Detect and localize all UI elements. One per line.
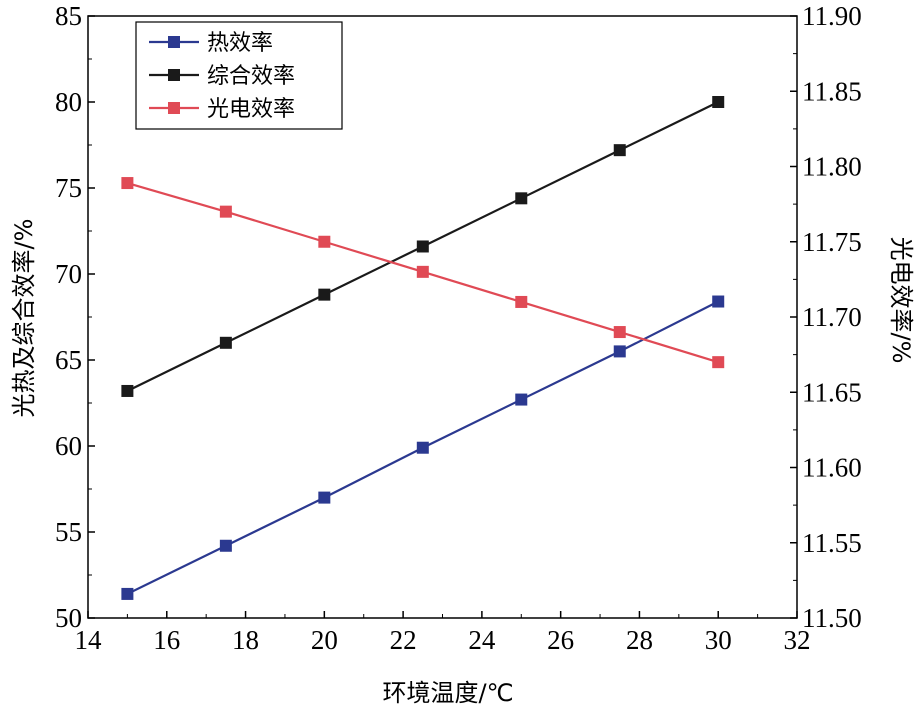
data-point (416, 265, 429, 278)
x-tick-label: 20 (311, 625, 338, 655)
y-left-tick-label: 55 (55, 517, 82, 547)
legend-label: 光电效率 (207, 97, 295, 122)
data-point (416, 441, 429, 454)
y-right-tick-label: 11.85 (802, 76, 862, 106)
axes: 14 16 18 20 22 24 26 28 30 32 50 55 60 65 70 75 80 85 11.5… (55, 1, 862, 655)
data-point (318, 491, 331, 504)
x-tick-label: 16 (153, 625, 180, 655)
series-layer (121, 96, 725, 600)
data-point (712, 96, 725, 108)
data-point (712, 295, 725, 308)
x-tick-label: 26 (547, 625, 574, 655)
data-point (515, 295, 528, 308)
y-right-tick-label: 11.75 (802, 227, 862, 257)
series-2 (121, 177, 725, 369)
x-tick-label: 24 (468, 625, 496, 655)
data-point (613, 144, 626, 157)
x-tick-label: 32 (784, 625, 811, 655)
y-right-tick-label: 11.80 (802, 152, 862, 182)
legend-marker (168, 69, 180, 81)
data-point (515, 192, 528, 205)
y-left-tick-label: 75 (55, 173, 82, 203)
data-point (219, 205, 232, 218)
y-right-tick-label: 11.55 (802, 528, 862, 558)
y-axis-right-title: 光电效率/% (887, 237, 915, 364)
data-point (515, 393, 528, 406)
y-right-tick-label: 11.60 (802, 453, 862, 483)
y-axis-left-title: 光热及综合效率/% (10, 219, 38, 418)
y-left-tick-label: 80 (55, 87, 82, 117)
series-0 (121, 295, 725, 600)
series-1 (121, 96, 725, 397)
legend-label: 综合效率 (207, 64, 295, 89)
y-left-tick-label: 70 (55, 259, 82, 289)
data-point (613, 326, 626, 339)
data-point (318, 235, 331, 248)
x-tick-label: 14 (75, 625, 103, 655)
data-point (121, 384, 134, 397)
y-left-tick-label: 85 (55, 1, 82, 31)
legend-marker (168, 36, 180, 48)
x-tick-label: 30 (705, 625, 732, 655)
y-left-tick-label: 60 (55, 431, 82, 461)
data-point (219, 539, 232, 552)
legend-item: 热效率 (149, 31, 273, 56)
x-axis-title: 环境温度/℃ (382, 679, 513, 707)
y-left-tick-label: 50 (55, 603, 82, 633)
data-point (613, 345, 626, 358)
legend-item: 综合效率 (149, 64, 295, 89)
legend-label: 热效率 (207, 31, 273, 56)
y-left-tick-label: 65 (55, 345, 82, 375)
x-tick-label: 28 (626, 625, 653, 655)
legend-item: 光电效率 (149, 97, 295, 122)
data-point (416, 240, 429, 253)
x-tick-label: 22 (390, 625, 417, 655)
y-right-tick-label: 11.70 (802, 302, 862, 332)
data-point (121, 177, 134, 190)
legend-marker (168, 102, 180, 114)
data-point (219, 336, 232, 349)
x-tick-label: 18 (232, 625, 259, 655)
data-point (318, 288, 331, 301)
data-point (121, 587, 134, 600)
y-right-tick-label: 11.90 (802, 1, 862, 31)
data-point (712, 356, 725, 369)
y-right-tick-label: 11.65 (802, 377, 862, 407)
y-right-tick-label: 11.50 (802, 603, 862, 633)
